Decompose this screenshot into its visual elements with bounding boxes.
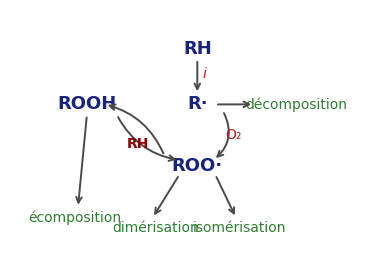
Text: O₂: O₂ (225, 128, 241, 142)
Text: RH: RH (126, 137, 149, 151)
Text: RH: RH (183, 40, 212, 58)
Text: isomérisation: isomérisation (192, 221, 286, 235)
Text: dimérisation: dimérisation (112, 221, 199, 235)
Text: R·: R· (187, 95, 208, 113)
Text: i: i (203, 68, 207, 81)
Text: ROO·: ROO· (172, 157, 223, 175)
Text: décomposition: décomposition (245, 97, 347, 112)
Text: ROOH: ROOH (57, 95, 117, 113)
Text: écomposition: écomposition (28, 211, 122, 225)
